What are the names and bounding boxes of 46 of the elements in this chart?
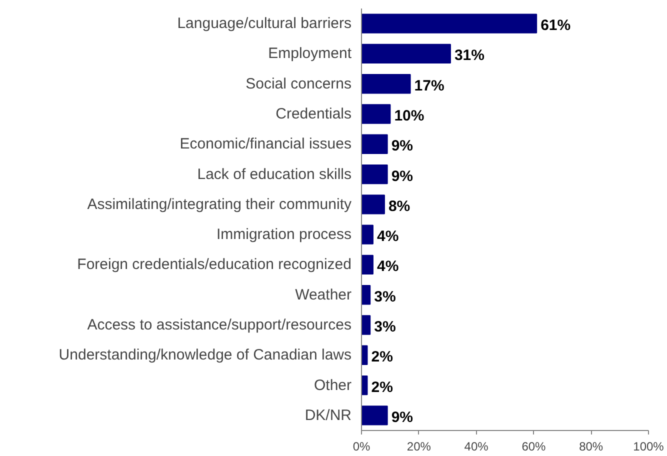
bar: [362, 254, 374, 275]
y-tick-label: Lack of education skills: [197, 166, 352, 183]
bar: [362, 104, 391, 124]
y-tick-label: Employment: [268, 45, 352, 62]
data-label: 17%: [414, 77, 444, 94]
bar: [362, 194, 385, 214]
data-label: 4%: [376, 258, 399, 276]
bar: [362, 224, 374, 244]
y-tick-label: Weather: [295, 286, 352, 304]
bar: [362, 14, 538, 34]
data-label: 2%: [371, 378, 393, 396]
bar: [362, 164, 388, 184]
y-tick-label: Access to assistance/support/resources: [87, 316, 352, 334]
y-tick-label: Language/cultural barriers: [177, 15, 352, 32]
bar: [362, 315, 371, 335]
bar: [362, 285, 371, 305]
x-tick-label: 20%: [406, 440, 432, 454]
data-label: 31%: [454, 47, 484, 64]
data-label: 9%: [391, 168, 414, 185]
y-tick-label: Economic/financial issues: [180, 136, 352, 153]
y-tick-label: Other: [314, 376, 352, 394]
data-label: 9%: [391, 138, 414, 155]
data-label: 9%: [391, 408, 414, 426]
bar: [362, 74, 411, 94]
x-tick-label: 0%: [352, 440, 370, 454]
y-tick-label: Social concerns: [246, 75, 352, 92]
x-tick-label: 80%: [579, 440, 604, 454]
x-tick-label: 40%: [464, 440, 489, 454]
bar: [362, 44, 451, 64]
data-label: 3%: [374, 288, 396, 306]
data-label: 10%: [394, 108, 424, 124]
data-label: 3%: [374, 318, 396, 336]
data-label: 8%: [388, 198, 410, 215]
x-tick-label: 60%: [522, 440, 546, 454]
y-tick-label: Understanding/knowledge of Canadian laws: [58, 346, 352, 364]
y-tick-label: Foreign credentials/education recognized: [77, 256, 352, 274]
bar: [362, 134, 388, 154]
y-tick-label: Assimilating/integrating their community: [87, 196, 352, 213]
y-tick-label: Credentials: [276, 106, 352, 122]
data-label: 4%: [376, 228, 399, 246]
y-tick-label: DK/NR: [304, 406, 352, 424]
x-tick-label: 100%: [633, 440, 664, 454]
data-label: 2%: [371, 348, 393, 366]
y-tick-label: Immigration process: [216, 226, 352, 244]
bar: [362, 406, 388, 426]
data-label: 61%: [540, 17, 571, 34]
